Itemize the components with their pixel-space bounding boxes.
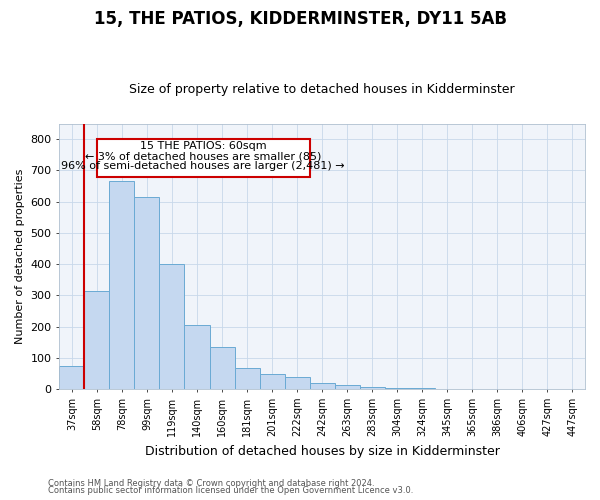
Bar <box>410 388 435 389</box>
Text: 96% of semi-detached houses are larger (2,481) →: 96% of semi-detached houses are larger (… <box>61 160 345 170</box>
Text: 15 THE PATIOS: 60sqm: 15 THE PATIOS: 60sqm <box>140 142 266 152</box>
Bar <box>184 325 209 389</box>
Text: Contains public sector information licensed under the Open Government Licence v3: Contains public sector information licen… <box>48 486 413 495</box>
Bar <box>360 388 385 389</box>
Bar <box>209 347 235 389</box>
Text: ← 3% of detached houses are smaller (85): ← 3% of detached houses are smaller (85) <box>85 151 322 161</box>
Bar <box>85 290 109 389</box>
FancyBboxPatch shape <box>97 139 310 176</box>
Bar <box>260 374 284 389</box>
Text: Contains HM Land Registry data © Crown copyright and database right 2024.: Contains HM Land Registry data © Crown c… <box>48 478 374 488</box>
Title: Size of property relative to detached houses in Kidderminster: Size of property relative to detached ho… <box>130 83 515 96</box>
X-axis label: Distribution of detached houses by size in Kidderminster: Distribution of detached houses by size … <box>145 444 500 458</box>
Bar <box>59 366 85 389</box>
Y-axis label: Number of detached properties: Number of detached properties <box>15 168 25 344</box>
Bar <box>385 388 410 389</box>
Bar <box>134 197 160 389</box>
Bar <box>235 368 260 389</box>
Bar <box>284 377 310 389</box>
Bar <box>335 385 360 389</box>
Bar <box>160 264 184 389</box>
Text: 15, THE PATIOS, KIDDERMINSTER, DY11 5AB: 15, THE PATIOS, KIDDERMINSTER, DY11 5AB <box>94 10 506 28</box>
Bar <box>109 182 134 389</box>
Bar <box>310 384 335 389</box>
